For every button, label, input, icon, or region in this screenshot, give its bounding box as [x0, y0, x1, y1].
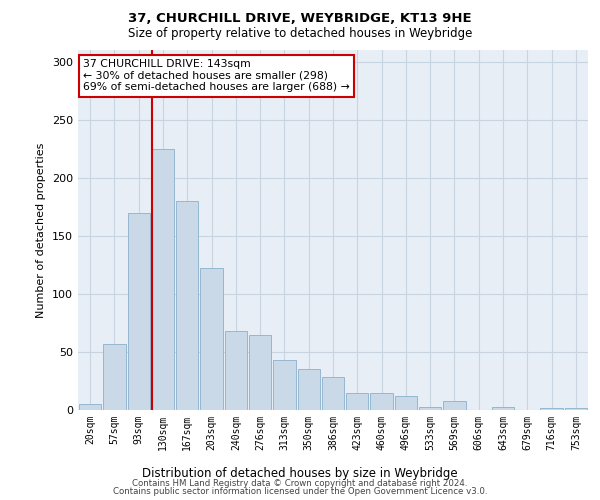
- Bar: [322, 378, 344, 410]
- Bar: [346, 392, 368, 410]
- Bar: [395, 396, 417, 410]
- Text: Size of property relative to detached houses in Weybridge: Size of property relative to detached ho…: [128, 28, 472, 40]
- Bar: [224, 331, 247, 410]
- Text: Distribution of detached houses by size in Weybridge: Distribution of detached houses by size …: [142, 468, 458, 480]
- Bar: [419, 406, 442, 410]
- Bar: [565, 408, 587, 410]
- Text: 37 CHURCHILL DRIVE: 143sqm
← 30% of detached houses are smaller (298)
69% of sem: 37 CHURCHILL DRIVE: 143sqm ← 30% of deta…: [83, 59, 350, 92]
- Bar: [492, 406, 514, 410]
- Bar: [249, 334, 271, 410]
- Bar: [103, 344, 125, 410]
- Bar: [370, 392, 393, 410]
- Bar: [176, 201, 199, 410]
- Bar: [79, 404, 101, 410]
- Text: 37, CHURCHILL DRIVE, WEYBRIDGE, KT13 9HE: 37, CHURCHILL DRIVE, WEYBRIDGE, KT13 9HE: [128, 12, 472, 26]
- Bar: [200, 268, 223, 410]
- Bar: [273, 360, 296, 410]
- Y-axis label: Number of detached properties: Number of detached properties: [37, 142, 46, 318]
- Text: Contains HM Land Registry data © Crown copyright and database right 2024.: Contains HM Land Registry data © Crown c…: [132, 478, 468, 488]
- Bar: [443, 400, 466, 410]
- Bar: [298, 370, 320, 410]
- Bar: [541, 408, 563, 410]
- Bar: [128, 212, 150, 410]
- Text: Contains public sector information licensed under the Open Government Licence v3: Contains public sector information licen…: [113, 487, 487, 496]
- Bar: [152, 148, 174, 410]
